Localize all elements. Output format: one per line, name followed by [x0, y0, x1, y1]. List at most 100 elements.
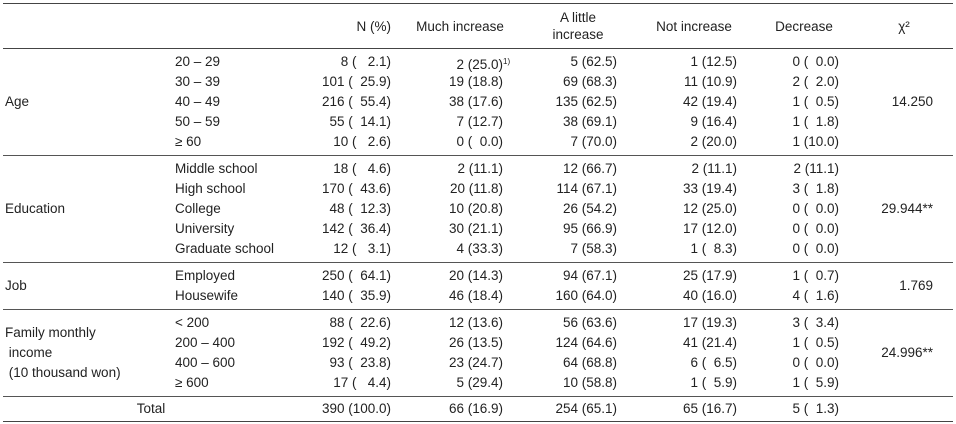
cell-cat-value: 30 – 39 [175, 74, 221, 89]
total-much: 66 (16.9) [448, 401, 503, 416]
cell-not: 2 (20.0) [635, 132, 737, 152]
cell-dec-value: 3 ( 3.4) [792, 315, 839, 330]
cell-dec: 0 ( 0.0) [753, 219, 839, 239]
cell-cat: 40 – 49 [175, 92, 299, 112]
cell-dec-value: 0 ( 0.0) [792, 355, 839, 370]
data-table: N (%) Much increase A little increase No… [3, 3, 953, 422]
little-increase-column: 94 (67.1) 160 (64.0) [521, 263, 635, 310]
cell-much-value: 46 (18.4) [448, 288, 503, 303]
cell-little: 56 (63.6) [521, 313, 617, 333]
group-label: Education [5, 201, 66, 216]
not-increase-column: 1 (12.5) 11 (10.9) 42 (19.4) 9 (16.4) 2 (20.… [635, 49, 753, 156]
cell-much: 12 (13.6) [399, 313, 521, 333]
cell-not: 12 (25.0) [635, 199, 737, 219]
total-dec: 5 ( 1.3) [792, 401, 839, 416]
cell-not: 25 (17.9) [635, 266, 737, 286]
cell-little-value: 56 (63.6) [562, 315, 617, 330]
header-much-increase: Much increase [416, 18, 504, 34]
cell-n-value: 93 ( 23.8) [329, 355, 391, 370]
group-label: Age [5, 94, 30, 109]
n-column: 18 ( 4.6) 170 ( 43.6) 48 ( 12.3) 142 ( 36.4… [299, 156, 399, 263]
cell-much-value: 10 (20.8) [448, 201, 503, 216]
cell-n: 170 ( 43.6) [299, 179, 391, 199]
cell-not-value: 42 (19.4) [682, 94, 737, 109]
cell-cat: 50 – 59 [175, 112, 299, 132]
category-column: Middle school High school College Universit… [171, 156, 299, 263]
group-row: Age 20 – 29 30 – 39 40 – 49 50 – 59 ≥ 60 8 ( 2… [3, 48, 953, 156]
cell-much: 20 (14.3) [399, 266, 521, 286]
cell-dec-value: 3 ( 1.8) [792, 181, 839, 196]
cell-much: 46 (18.4) [399, 286, 521, 306]
cell-little-value: 114 (67.1) [556, 181, 617, 196]
cell-not: 1 ( 5.9) [635, 373, 737, 393]
cell-little-value: 7 (70.0) [570, 134, 617, 149]
cell-much-value: 2 (11.1) [457, 161, 503, 176]
group-row: Education Middle school High school College… [3, 155, 953, 263]
cell-dec-value: 1 ( 1.8) [792, 114, 839, 129]
cell-n: 12 ( 3.1) [299, 239, 391, 259]
cell-little: 12 (66.7) [521, 159, 617, 179]
cell-little-value: 5 (62.5) [570, 54, 617, 69]
cell-dec-value: 4 ( 1.6) [792, 288, 839, 303]
cell-n-value: 216 ( 55.4) [321, 94, 391, 109]
not-increase-column: 17 (19.3) 41 (21.4) 6 ( 6.5) 1 ( 5.9) [635, 310, 753, 397]
cell-n-value: 250 ( 64.1) [321, 268, 391, 283]
cell-n-value: 55 ( 14.1) [329, 114, 391, 129]
header-not-increase: Not increase [656, 18, 732, 34]
cell-cat: Middle school [175, 159, 299, 179]
cell-n: 250 ( 64.1) [299, 266, 391, 286]
cell-much: 23 (24.7) [399, 353, 521, 373]
cell-much-value: 23 (24.7) [448, 355, 503, 370]
cell-dec-value: 0 ( 0.0) [792, 201, 839, 216]
cell-much: 19 (18.8) [399, 72, 521, 92]
cell-little-value: 26 (54.2) [562, 201, 617, 216]
cell-cat-value: 40 – 49 [175, 94, 221, 109]
cell-much-value: 20 (11.8) [449, 181, 503, 196]
header-group-blank [3, 4, 171, 49]
cell-cat-value: Middle school [175, 161, 258, 176]
cell-dec-value: 1 ( 0.5) [792, 335, 839, 350]
cell-cat: 20 – 29 [175, 52, 299, 72]
cell-n: 55 ( 14.1) [299, 112, 391, 132]
header-decrease: Decrease [775, 18, 833, 34]
cell-dec-value: 2 (11.1) [793, 161, 839, 176]
cell-n-value: 18 ( 4.6) [333, 161, 391, 176]
cell-n: 140 ( 35.9) [299, 286, 391, 306]
decrease-column: 0 ( 0.0) 2 ( 2.0) 1 ( 0.5) 1 ( 1.8) 1 (10.0) [753, 49, 855, 156]
not-increase-column: 2 (11.1) 33 (19.4) 12 (25.0) 17 (12.0) 1 ( 8… [635, 156, 753, 263]
cell-n: 10 ( 2.6) [299, 132, 391, 152]
cell-not-value: 25 (17.9) [682, 268, 737, 283]
cell-much: 2 (25.0)1) [399, 52, 521, 72]
cell-much: 26 (13.5) [399, 333, 521, 353]
cell-cat: Employed [175, 266, 299, 286]
much-increase-column: 2 (11.1) 20 (11.8) 10 (20.8) 30 (21.1) 4 (33… [399, 156, 521, 263]
cell-cat-value: Housewife [175, 288, 239, 303]
cell-little: 94 (67.1) [521, 266, 617, 286]
cell-not-value: 11 (10.9) [683, 74, 737, 89]
cell-much-value: 19 (18.8) [448, 74, 503, 89]
little-increase-column: 5 (62.5) 69 (68.3) 135 (62.5) 38 (69.1) 7 (7… [521, 49, 635, 156]
cell-dec: 0 ( 0.0) [753, 199, 839, 219]
cell-dec: 1 ( 5.9) [753, 373, 839, 393]
cell-much-value: 7 (12.7) [456, 114, 503, 129]
cell-little: 95 (66.9) [521, 219, 617, 239]
not-increase-column: 25 (17.9) 40 (16.0) [635, 263, 753, 310]
cell-not-value: 17 (19.3) [682, 315, 737, 330]
cell-cat: High school [175, 179, 299, 199]
cell-little: 114 (67.1) [521, 179, 617, 199]
cell-n-value: 140 ( 35.9) [321, 288, 391, 303]
cell-little: 69 (68.3) [521, 72, 617, 92]
little-increase-column: 12 (66.7) 114 (67.1) 26 (54.2) 95 (66.9) 7 (… [521, 156, 635, 263]
cell-not: 2 (11.1) [635, 159, 737, 179]
category-column: 20 – 29 30 – 39 40 – 49 50 – 59 ≥ 60 [171, 49, 299, 156]
cell-much: 2 (11.1) [399, 159, 521, 179]
cell-n: 142 ( 36.4) [299, 219, 391, 239]
cell-cat: University [175, 219, 299, 239]
total-n: 390 (100.0) [321, 401, 391, 416]
cell-much: 30 (21.1) [399, 219, 521, 239]
category-column: Employed Housewife [171, 263, 299, 310]
cell-little-value: 124 (64.6) [555, 335, 617, 350]
cell-n: 8 ( 2.1) [299, 52, 391, 72]
cell-n: 88 ( 22.6) [299, 313, 391, 333]
cell-n-value: 8 ( 2.1) [340, 54, 391, 69]
